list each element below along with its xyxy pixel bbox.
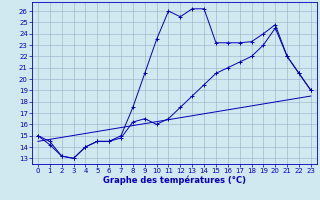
X-axis label: Graphe des températures (°C): Graphe des températures (°C): [103, 176, 246, 185]
